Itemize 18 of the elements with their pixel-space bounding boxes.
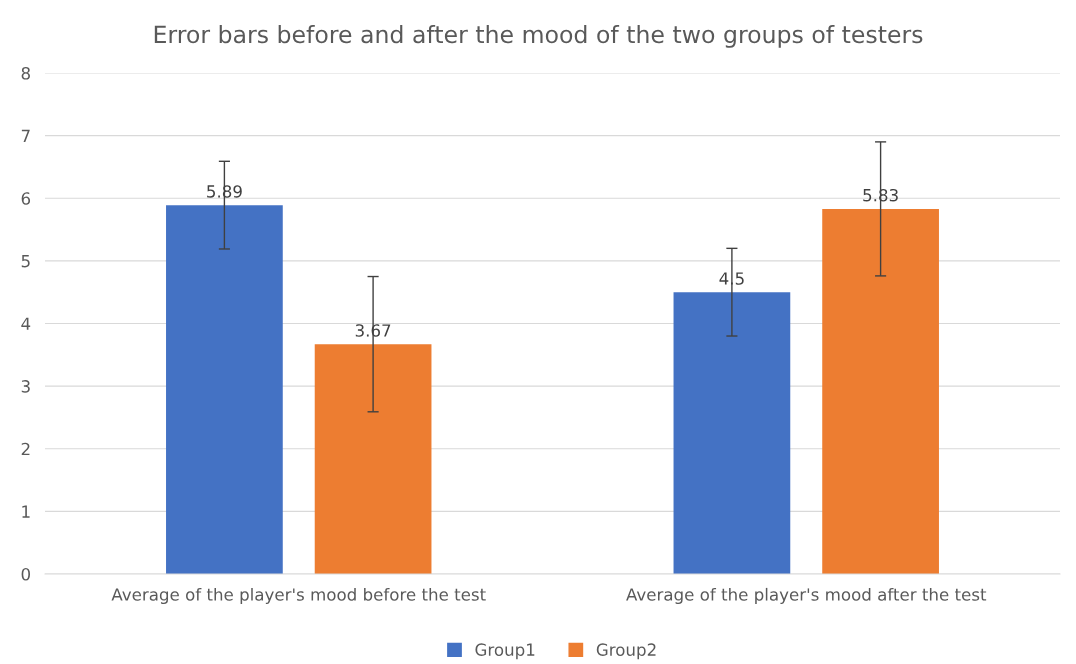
y-tick-label: 6 — [21, 192, 31, 205]
x-tick-label: Average of the player's mood before the test — [111, 587, 486, 605]
legend-label: Group1 — [475, 643, 535, 660]
y-tick-label: 3 — [21, 380, 30, 393]
y-tick-label: 1 — [22, 505, 30, 518]
y-tick-label: 2 — [21, 442, 30, 456]
bar — [166, 205, 283, 574]
chart-title: Error bars before and after the mood of the two groups of testers — [154, 25, 923, 48]
y-tick-label: 7 — [21, 129, 30, 142]
y-tick-label: 8 — [21, 66, 30, 80]
y-tick-label: 4 — [21, 317, 31, 330]
legend-label: Group2 — [596, 643, 656, 660]
y-tick-label: 0 — [21, 567, 30, 581]
bar — [314, 344, 432, 574]
y-tick-label: 5 — [21, 255, 30, 268]
bar — [822, 208, 939, 574]
bar — [673, 292, 791, 574]
x-tick-label: Average of the player's mood after the test — [626, 587, 987, 605]
